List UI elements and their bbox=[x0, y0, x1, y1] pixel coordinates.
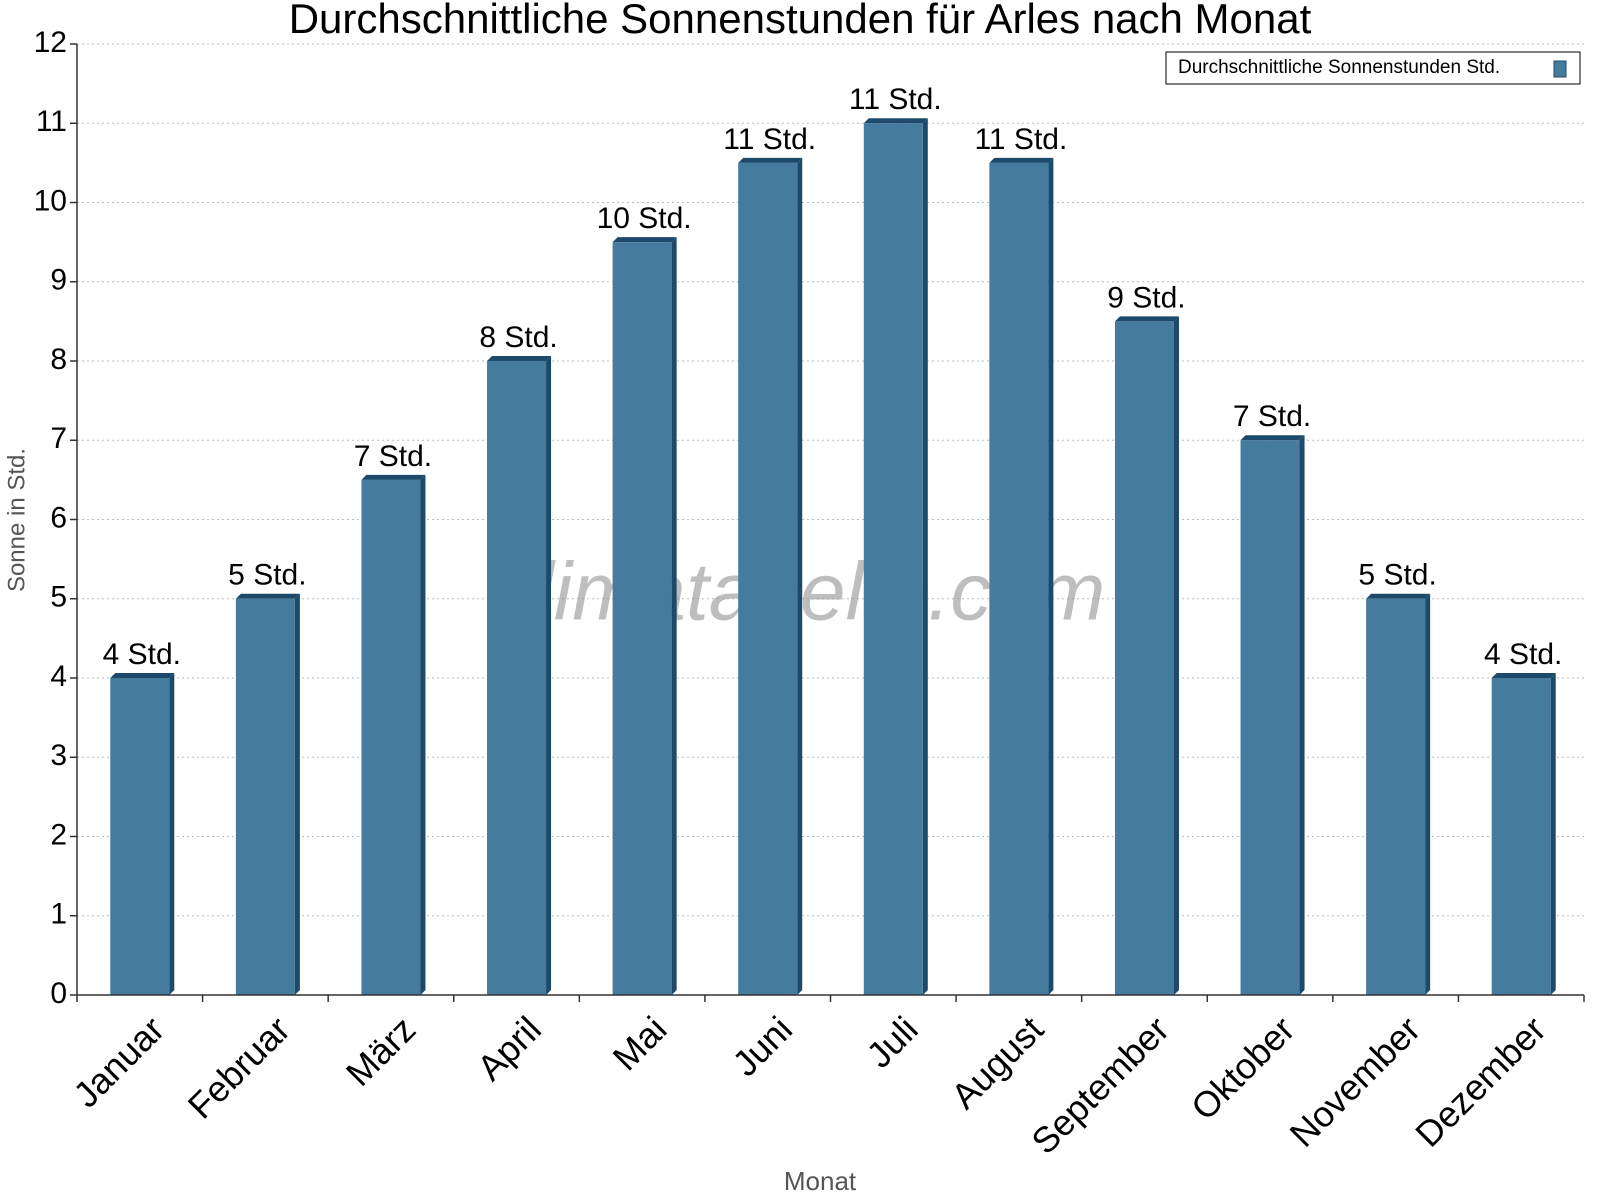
chart-title: Durchschnittliche Sonnenstunden für Arle… bbox=[289, 0, 1312, 42]
y-tick-label: 11 bbox=[36, 105, 67, 138]
bar bbox=[487, 361, 547, 995]
y-tick-label: 2 bbox=[50, 818, 67, 851]
bar-side bbox=[671, 237, 677, 995]
y-tick-label: 12 bbox=[34, 26, 67, 59]
bar-top bbox=[863, 118, 928, 124]
bar-side bbox=[1173, 316, 1179, 995]
bar bbox=[738, 162, 798, 995]
bar bbox=[1114, 321, 1174, 995]
bar bbox=[989, 162, 1049, 995]
bar-top bbox=[1366, 593, 1431, 599]
legend-label: Durchschnittliche Sonnenstunden Std. bbox=[1178, 57, 1500, 78]
bar-top bbox=[1491, 673, 1556, 678]
bar-side bbox=[797, 157, 803, 995]
y-tick-label: 1 bbox=[50, 898, 67, 931]
bar bbox=[1366, 598, 1426, 995]
legend-box bbox=[1165, 51, 1581, 85]
bar-top bbox=[487, 356, 552, 361]
y-tick-label: 8 bbox=[50, 343, 67, 376]
bar-top bbox=[235, 593, 300, 599]
value-label: 7 Std. bbox=[354, 440, 432, 473]
bar bbox=[863, 123, 923, 995]
value-label: 8 Std. bbox=[479, 321, 557, 354]
y-tick-label: 6 bbox=[50, 501, 67, 534]
bar-top bbox=[738, 157, 803, 163]
bar bbox=[235, 598, 295, 995]
bar-side bbox=[1550, 673, 1556, 995]
legend: Durchschnittliche Sonnenstunden Std. bbox=[1165, 51, 1581, 85]
y-tick-label: 5 bbox=[50, 581, 67, 614]
y-tick-label: 10 bbox=[34, 184, 67, 217]
value-label: 10 Std. bbox=[597, 202, 692, 235]
legend-swatch bbox=[1553, 60, 1567, 78]
value-label: 5 Std. bbox=[1358, 559, 1436, 592]
bar-side bbox=[420, 474, 426, 995]
bar-side bbox=[1048, 157, 1054, 995]
bar-top bbox=[612, 237, 677, 243]
y-tick-label: 0 bbox=[50, 977, 67, 1010]
y-axis-title: Sonne in Std. bbox=[3, 448, 30, 592]
value-label: 11 Std. bbox=[849, 83, 942, 116]
value-label: 11 Std. bbox=[723, 123, 816, 156]
y-tick-label: 9 bbox=[50, 264, 67, 297]
value-label: 9 Std. bbox=[1107, 281, 1185, 314]
bar bbox=[1491, 678, 1551, 995]
bar bbox=[612, 242, 672, 995]
bar-top bbox=[361, 474, 426, 480]
y-tick-label: 3 bbox=[50, 739, 67, 772]
value-label: 4 Std. bbox=[103, 638, 181, 671]
bar-side bbox=[1299, 435, 1305, 995]
bar-side bbox=[169, 673, 175, 995]
value-label: 4 Std. bbox=[1484, 638, 1562, 671]
value-label: 11 Std. bbox=[974, 123, 1067, 156]
bar-top bbox=[110, 673, 175, 678]
y-tick-label: 7 bbox=[50, 422, 67, 455]
bar-top bbox=[1114, 316, 1179, 322]
bar-side bbox=[294, 593, 300, 995]
bar-side bbox=[1425, 593, 1431, 995]
bar-top bbox=[1240, 435, 1305, 441]
bar bbox=[110, 678, 170, 995]
bar bbox=[361, 479, 421, 995]
bar bbox=[1240, 440, 1300, 995]
y-tick-label: 4 bbox=[50, 660, 67, 693]
bar-top bbox=[989, 157, 1054, 163]
bar-side bbox=[546, 356, 552, 995]
value-label: 5 Std. bbox=[228, 559, 306, 592]
bar-side bbox=[922, 118, 928, 995]
value-label: 7 Std. bbox=[1233, 400, 1311, 433]
x-axis-title: Monat bbox=[784, 1166, 857, 1196]
